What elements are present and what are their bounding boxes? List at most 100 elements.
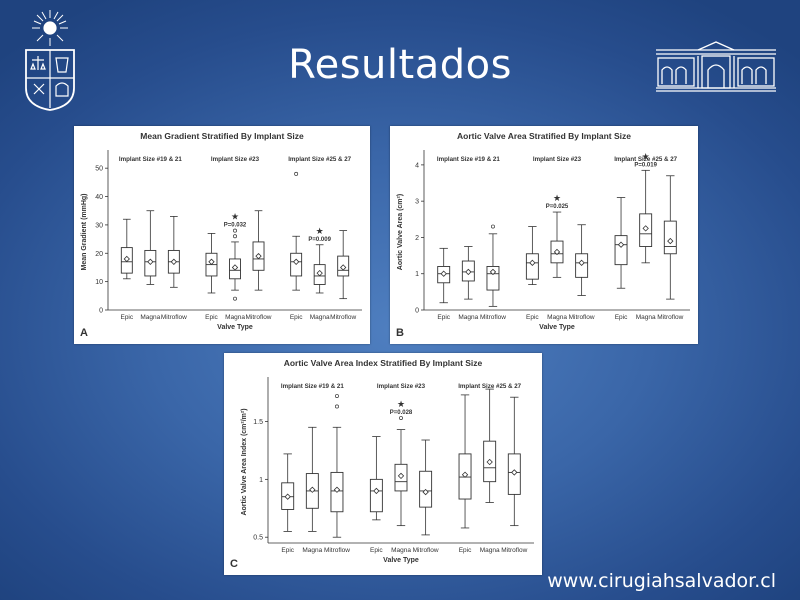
- x-category-label: Magna: [458, 314, 478, 321]
- aortic-valve-area-boxplot: Aortic Valve Area Stratified By Implant …: [396, 131, 690, 339]
- mean-marker: [440, 270, 447, 277]
- mean-marker: [208, 258, 215, 265]
- outlier-point: [335, 404, 339, 409]
- mean-marker: [667, 237, 674, 245]
- x-category-label: Magna: [140, 314, 160, 321]
- panel-label: A: [80, 327, 88, 339]
- chart-title: Mean Gradient Stratified By Implant Size: [140, 131, 304, 141]
- x-category-label: Epic: [526, 314, 539, 321]
- x-category-label: Epic: [120, 314, 133, 321]
- group-label: Implant Size #25 & 27: [288, 156, 351, 163]
- x-category-label: Mitroflow: [569, 314, 595, 321]
- y-tick-label: 0.5: [253, 535, 263, 542]
- group-label: Implant Size #23: [211, 156, 260, 163]
- x-axis-label: Valve Type: [539, 324, 575, 331]
- x-axis-label: Valve Type: [383, 557, 419, 564]
- mean-marker: [465, 268, 472, 276]
- x-category-label: Magna: [636, 314, 656, 321]
- x-category-label: Epic: [459, 547, 472, 554]
- y-axis-label: Aortic Valve Area Index (cm²/m²): [241, 408, 248, 515]
- outlier-point: [233, 228, 237, 233]
- iqr-box: [614, 235, 628, 266]
- x-category-label: Mitroflow: [161, 314, 187, 321]
- iqr-box: [486, 266, 500, 291]
- group-label: Implant Size #23: [533, 156, 582, 163]
- group-label: Implant Size #25 & 27: [614, 156, 677, 163]
- mean-marker: [373, 487, 380, 495]
- chart-title: Aortic Valve Area Stratified By Implant …: [457, 131, 631, 141]
- x-category-label: Epic: [205, 314, 218, 321]
- x-category-label: Mitroflow: [324, 547, 350, 554]
- y-tick-label: 1: [415, 271, 419, 278]
- mean-marker: [529, 259, 536, 267]
- mean-marker: [340, 264, 347, 271]
- p-value-annotation: P=0.025: [546, 204, 569, 210]
- significance-star: ★: [553, 193, 561, 203]
- y-axis-label: Mean Gradient (mmHg): [81, 193, 88, 270]
- mean-marker: [397, 472, 405, 480]
- y-tick-label: 50: [95, 166, 103, 173]
- mean-marker: [316, 269, 323, 277]
- significance-star: ★: [397, 399, 405, 409]
- x-category-label: Magna: [391, 547, 411, 554]
- iqr-box: [369, 478, 383, 513]
- footer-website-url: www.cirugiahsalvador.cl: [547, 570, 776, 592]
- mean-marker: [642, 225, 649, 232]
- x-category-label: Mitroflow: [501, 547, 527, 554]
- mean-marker: [292, 258, 300, 265]
- mean-gradient-boxplot: Mean Gradient Stratified By Implant Size…: [80, 131, 362, 339]
- significance-star: ★: [231, 212, 239, 222]
- x-category-label: Mitroflow: [413, 547, 439, 554]
- group-label: Implant Size #19 & 21: [119, 156, 182, 163]
- outlier-point: [233, 296, 237, 301]
- mean-marker: [617, 241, 625, 248]
- p-value-annotation: P=0.028: [390, 410, 413, 416]
- outlier-point: [335, 394, 339, 398]
- chart-panel-b: Aortic Valve Area Stratified By Implant …: [390, 126, 698, 344]
- mean-marker: [284, 493, 291, 500]
- x-category-label: Magna: [310, 314, 330, 321]
- x-category-label: Epic: [615, 314, 628, 321]
- mean-marker: [553, 248, 561, 256]
- p-value-annotation: P=0.032: [224, 223, 247, 229]
- significance-star: ★: [642, 151, 650, 161]
- x-category-label: Mitroflow: [246, 314, 272, 321]
- mean-marker: [461, 471, 469, 478]
- chart-panel-a: Mean Gradient Stratified By Implant Size…: [74, 126, 370, 344]
- outlier-point: [399, 416, 403, 420]
- y-tick-label: 30: [95, 222, 103, 229]
- outlier-point: [294, 171, 299, 176]
- group-label: Implant Size #19 & 21: [437, 156, 500, 163]
- outlier-point: [491, 224, 495, 229]
- group-label: Implant Size #19 & 21: [281, 383, 344, 390]
- p-value-annotation: P=0.019: [634, 162, 657, 168]
- mean-marker: [422, 488, 429, 496]
- y-tick-label: 40: [95, 194, 103, 201]
- mean-marker: [255, 252, 262, 260]
- panel-label: B: [396, 327, 404, 339]
- x-category-label: Magna: [547, 314, 567, 321]
- mean-marker: [489, 268, 497, 276]
- x-category-label: Epic: [370, 547, 383, 554]
- x-category-label: Epic: [290, 314, 303, 321]
- y-tick-label: 1.5: [253, 419, 263, 426]
- mean-marker: [309, 486, 316, 493]
- x-category-label: Mitroflow: [657, 314, 683, 321]
- y-axis-label: Aortic Valve Area (cm²): [397, 194, 404, 270]
- university-emblem-logo: [20, 8, 80, 112]
- panel-label: C: [230, 558, 238, 570]
- significance-star: ★: [316, 226, 324, 236]
- x-category-label: Mitroflow: [330, 314, 356, 321]
- x-axis-label: Valve Type: [217, 324, 253, 331]
- mean-marker: [123, 255, 130, 263]
- aortic-valve-area-index-boxplot: Aortic Valve Area Index Stratified By Im…: [230, 358, 534, 570]
- y-tick-label: 2: [415, 235, 419, 242]
- mean-marker: [147, 258, 154, 265]
- x-category-label: Epic: [437, 314, 450, 321]
- y-tick-label: 0: [99, 308, 103, 315]
- group-label: Implant Size #25 & 27: [458, 383, 521, 390]
- mean-marker: [170, 258, 178, 265]
- chart-title: Aortic Valve Area Index Stratified By Im…: [284, 358, 483, 368]
- x-category-label: Magna: [225, 314, 245, 321]
- outlier-point: [233, 234, 237, 239]
